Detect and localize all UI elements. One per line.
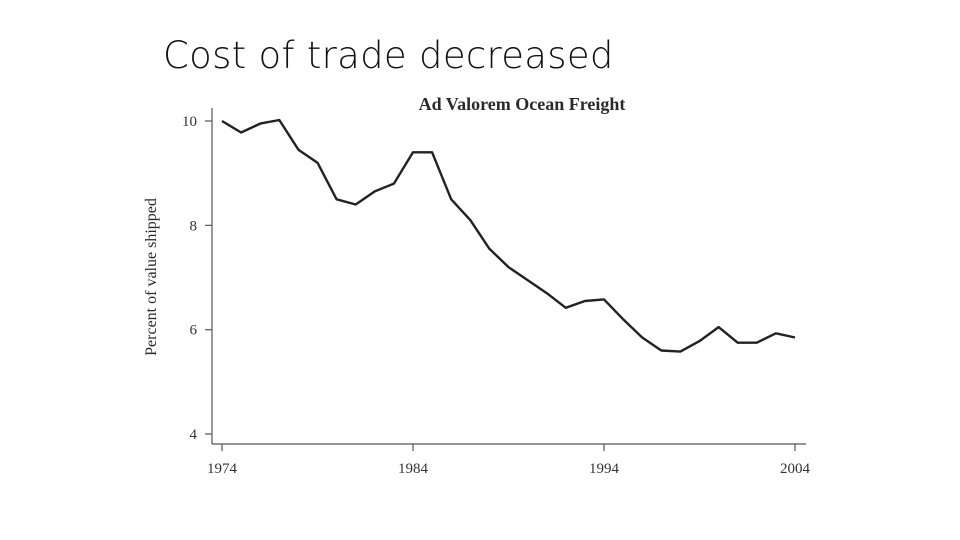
x-tick-label: 1974 [207,461,238,477]
x-tick-label: 1994 [589,461,620,477]
series-line [221,118,796,353]
x-tick-label: 2004 [780,461,811,477]
y-tick-label: 4 [190,427,198,443]
chart-title: Ad Valorem Ocean Freight [419,94,626,114]
slide-title: Cost of trade decreased [163,34,614,77]
axis-ticks: 4 6 8 10 1974 1984 1994 2004 [182,114,811,477]
y-tick-label: 10 [182,114,197,130]
series-layer [221,118,796,353]
x-tick-label: 1984 [398,461,429,477]
y-tick-label: 6 [190,323,198,339]
y-tick-label: 8 [190,218,198,234]
y-axis-label: Percent of value shipped [143,198,160,356]
